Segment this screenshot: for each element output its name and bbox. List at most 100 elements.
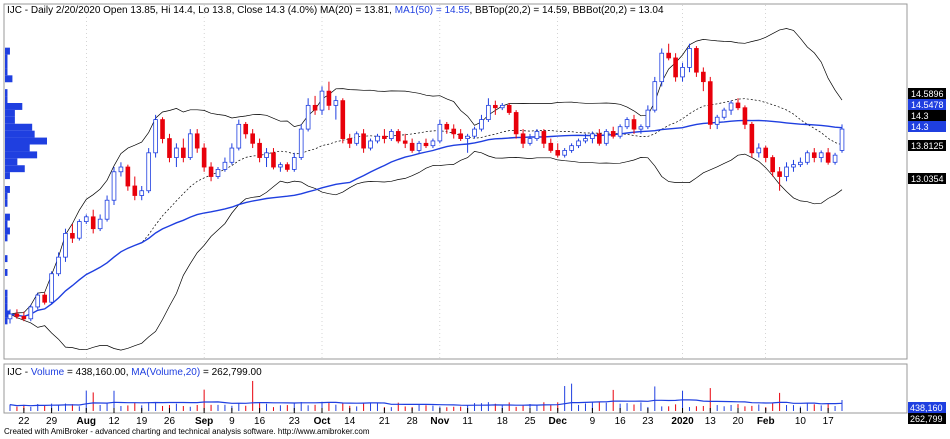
candle-body — [479, 119, 484, 130]
volume-bars — [9, 380, 843, 411]
volume-profile-bar — [5, 75, 13, 83]
candle-body — [361, 133, 366, 149]
x-tick-label: Nov — [430, 416, 449, 427]
volume-profile-bar — [5, 303, 8, 311]
candle-body — [728, 102, 734, 111]
candle-body — [375, 135, 380, 142]
candle-body — [208, 166, 214, 177]
candle-body — [194, 133, 200, 149]
volume-profile-bar — [5, 47, 10, 55]
candle-body — [832, 154, 838, 163]
x-tick-label: 18 — [497, 416, 509, 427]
x-tick-label: 23 — [289, 416, 301, 427]
candle-body — [749, 123, 755, 154]
candle-body — [319, 90, 325, 111]
x-tick-label: 28 — [407, 416, 419, 427]
candle-body — [493, 104, 498, 109]
candle-body — [645, 109, 651, 128]
candle-body — [354, 133, 359, 144]
price-axis-label-box — [908, 173, 946, 184]
candle-body — [21, 316, 27, 320]
volume-axis-label-box — [908, 402, 946, 413]
candle-body — [638, 126, 644, 130]
candle-body — [451, 128, 457, 135]
footer-credit: Created with AmiBroker - advanced charti… — [4, 427, 370, 436]
candle-body — [229, 147, 235, 163]
candlesticks — [7, 43, 845, 324]
candle-body — [652, 81, 658, 111]
candle-body — [326, 90, 332, 106]
volume-profile-bar — [5, 269, 8, 276]
candle-body — [423, 142, 429, 147]
candle-body — [631, 119, 637, 130]
candle-body — [77, 221, 82, 239]
candle-body — [167, 138, 172, 158]
candle-body — [472, 128, 477, 137]
candle-body — [63, 233, 68, 258]
x-tick-label: 23 — [642, 416, 654, 427]
candle-body — [486, 104, 491, 121]
candle-body — [562, 150, 567, 156]
candle-body — [83, 216, 89, 222]
candle-body — [721, 109, 727, 118]
candle-body — [659, 52, 665, 83]
x-tick-label: 13 — [705, 416, 717, 427]
candle-body — [548, 142, 554, 151]
x-tick-label: 19 — [136, 416, 148, 427]
candle-body — [576, 140, 581, 147]
x-tick-label: 25 — [524, 416, 536, 427]
candle-body — [312, 104, 318, 111]
volume-profile-bar — [5, 68, 8, 76]
candle-body — [680, 67, 685, 78]
x-tick-label: 16 — [615, 416, 627, 427]
candle-body — [784, 166, 789, 177]
candle-body — [430, 140, 436, 147]
volume-profile-bar — [5, 310, 10, 318]
candle-body — [409, 142, 415, 151]
date-gridlines — [86, 5, 766, 358]
candle-body — [305, 104, 311, 130]
price-header: IJC - Daily 2/20/2020 Open 13.85, Hi 14.… — [7, 5, 664, 16]
volume-ma-line — [9, 399, 843, 407]
volume-profile-bar — [5, 130, 35, 138]
price-axis-label-box — [908, 110, 946, 121]
price-axis-label-box — [908, 140, 946, 151]
volume-header: IJC - Volume = 438,160.00, MA(Volume,20)… — [7, 367, 262, 378]
candle-body — [153, 119, 158, 154]
x-tick-label: 29 — [46, 416, 58, 427]
date-axis: 22 29 Aug 12 19 26 Sep 9 16 23 Oct 14 21 28 Nov 11 18 25 D… — [18, 408, 834, 427]
candle-body — [527, 138, 533, 144]
candle-body — [35, 294, 41, 308]
x-tick-label: 9 — [229, 416, 235, 427]
candle-body — [707, 81, 713, 125]
candle-body — [125, 166, 131, 187]
price-axis-label-box — [908, 121, 946, 132]
candle-body — [14, 313, 20, 317]
candle-body — [534, 131, 540, 139]
candle-body — [791, 164, 796, 168]
volume-axis-label: 262,799 — [910, 414, 943, 424]
candle-body — [104, 199, 110, 220]
volume-profile-bar — [5, 227, 10, 235]
x-tick-label: 21 — [379, 416, 391, 427]
volume-profile — [5, 47, 47, 325]
candle-body — [215, 168, 221, 177]
candle-body — [291, 157, 297, 170]
volume-profile-bar — [5, 89, 8, 97]
candle-body — [603, 131, 609, 144]
x-tick-label: 10 — [795, 416, 807, 427]
candle-body — [278, 164, 283, 168]
volume-profile-bar — [5, 137, 47, 145]
x-tick-label: 22 — [18, 416, 30, 427]
candle-body — [416, 142, 422, 151]
candle-body — [770, 157, 775, 173]
candle-body — [742, 107, 748, 125]
candle-body — [132, 185, 138, 196]
x-tick-label: 16 — [254, 416, 266, 427]
candle-body — [181, 147, 186, 158]
volume-profile-bar — [5, 317, 8, 325]
volume-axis-label-box — [908, 413, 946, 424]
x-tick-label: 2020 — [671, 416, 694, 427]
